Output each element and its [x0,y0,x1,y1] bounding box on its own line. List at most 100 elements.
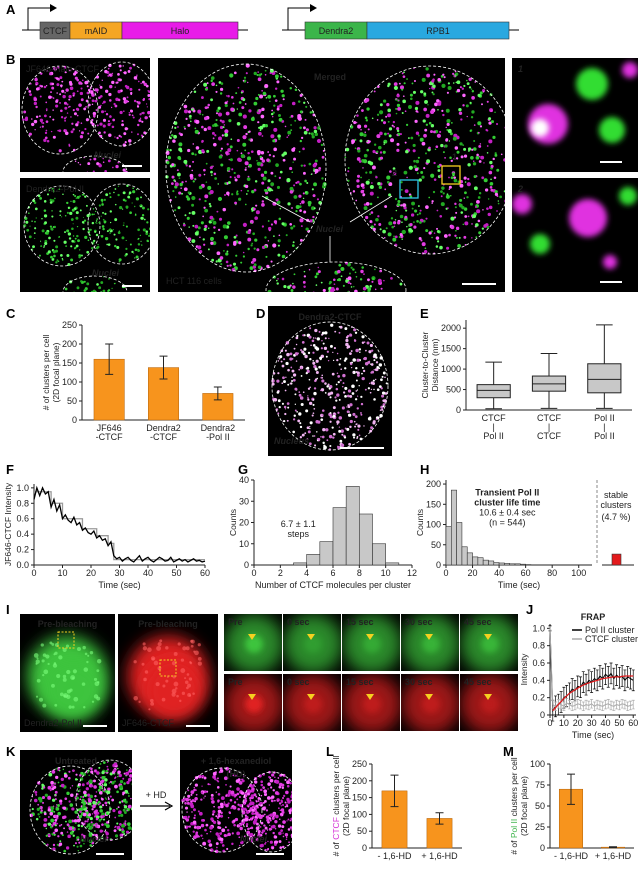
speckle [346,410,350,414]
speckle [62,647,67,653]
speckle [226,264,229,267]
speckle [201,776,204,779]
speckle [100,110,105,114]
image-label: Dendra2-Pol II [26,184,84,194]
speckle [75,796,80,800]
micrograph: Pre [224,614,282,671]
speckle [264,826,268,830]
speckle [424,247,427,250]
speckle [143,677,147,682]
speckle [275,163,279,167]
speckle [57,835,60,838]
speckle [289,87,293,90]
speckle [390,138,395,143]
speckle [337,269,341,274]
speckle [82,227,85,231]
speckle [259,801,263,805]
speckle [51,215,54,218]
nucleus-outline [344,65,505,255]
speckle [198,185,203,190]
speckle [270,799,274,803]
speckle [149,698,154,703]
speckle [82,216,85,219]
speckle [34,237,36,240]
y-tick-label: 0.6 [16,514,29,524]
speckle [354,398,358,401]
speckle [108,782,111,784]
speckle [64,70,67,74]
x-tick-label: 80 [547,568,557,578]
speckle [135,793,139,797]
speckle [150,656,156,661]
speckle [401,112,404,115]
speckle [80,98,84,102]
speckle [105,831,108,834]
speckle [492,157,495,161]
speckle [82,805,86,809]
speckle [349,333,353,337]
speckle [362,193,366,196]
speckle [49,225,52,228]
speckle [278,117,283,122]
speckle [74,76,78,80]
speckle [294,387,298,391]
pointer [261,195,393,262]
speckle [96,825,99,828]
speckle [56,843,59,846]
speckle [393,85,398,91]
speckle [356,358,360,362]
speckle [200,221,204,225]
speckle [141,112,143,114]
speckle [136,100,139,103]
speckle [257,77,262,82]
y-axis-label: Cluster-to-Cluster [420,332,430,399]
speckle [277,399,281,403]
speckle [119,785,123,789]
speckle [33,232,36,234]
speckle [137,101,141,105]
speckle [95,817,99,821]
speckle [181,691,186,695]
speckle [225,834,228,837]
speckle [233,801,237,804]
signal-blob [481,695,499,713]
speckle [64,119,67,122]
speckle [136,815,138,817]
speckle [296,828,299,831]
speckle [91,213,94,216]
signal-blob [245,695,263,713]
speckle [195,789,197,792]
speckle [495,122,499,126]
speckle [218,770,222,774]
error-bar [631,669,635,692]
speckle [263,799,267,803]
speckle [121,120,124,123]
speckle [69,831,74,835]
speckle [322,288,326,292]
speckle [198,811,203,816]
speckle [216,210,219,213]
speckle [242,142,247,147]
speckle [460,155,464,159]
speckle [171,182,174,186]
speckle [298,412,302,416]
speckle [397,99,400,102]
speckle [72,834,75,837]
bar [493,562,500,566]
speckle [191,203,195,207]
speckle [81,838,85,842]
speckle [39,95,42,98]
speckle [193,816,196,820]
speckle [34,207,38,211]
y-tick-label: 100 [426,520,441,530]
speckle [264,236,267,239]
micrograph: 1 [512,58,638,172]
speckle [171,688,177,694]
speckle [377,182,381,186]
speckle [376,150,379,153]
speckle [88,228,91,232]
speckle [313,407,316,410]
speckle [197,245,202,250]
speckle [195,793,198,796]
